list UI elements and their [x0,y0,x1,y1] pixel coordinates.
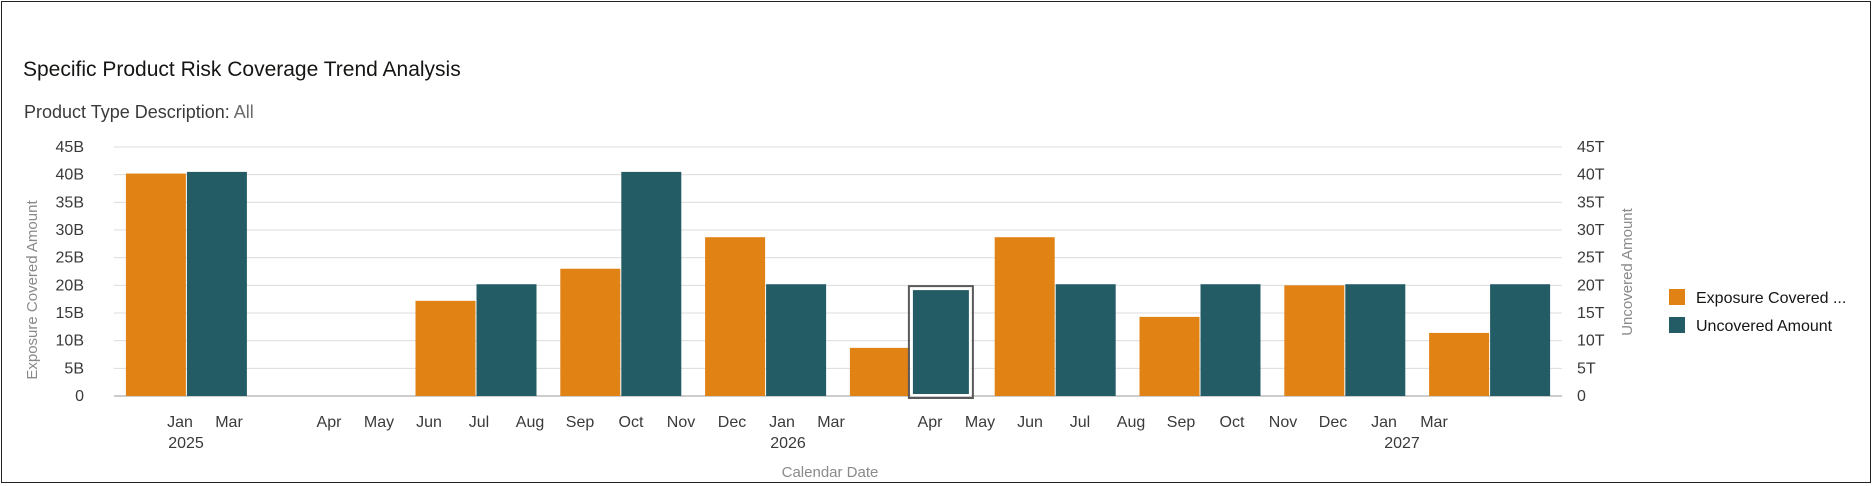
legend-swatch-uncovered [1669,317,1685,333]
y-tick-label-left: 45B [56,139,84,156]
bar-exposure-covered[interactable] [705,237,766,396]
x-tick-label-month: Apr [918,414,944,431]
y-tick-label-right: 40T [1577,167,1605,184]
legend-item-uncovered[interactable]: Uncovered Amount [1669,317,1833,335]
legend-label-uncovered: Uncovered Amount [1696,318,1833,335]
x-tick-label-month: Mar [817,414,845,431]
legend-item-exposure[interactable]: Exposure Covered ... [1669,289,1846,307]
y-axis-title-right: Uncovered Amount [1619,207,1636,335]
bar-exposure-covered[interactable] [415,300,476,396]
x-tick-label-month: Mar [215,414,243,431]
legend-swatch-exposure [1669,289,1685,305]
bar-exposure-covered[interactable] [1139,316,1200,396]
x-axis-title: Calendar Date [782,464,879,481]
x-tick-label-month: Dec [1319,414,1347,431]
filter-label: Product Type Description: [24,102,230,122]
x-tick-label-month: Aug [1117,414,1145,431]
bar-selection-outline [907,285,974,400]
x-tick-label-year: 2025 [168,435,204,452]
x-tick-label-month: May [364,414,394,431]
x-tick-label-month: Nov [1269,414,1297,431]
y-tick-label-left: 10B [56,333,84,350]
y-tick-label-left: 5B [64,360,84,377]
x-tick-label-month: Jan [167,414,193,431]
bars [125,171,1551,400]
legend-label-exposure: Exposure Covered ... [1696,290,1846,307]
bar-uncovered-amount[interactable] [1200,284,1261,396]
bar-exposure-covered[interactable] [994,237,1055,396]
filter-line: Product Type Description: All [24,102,254,123]
bar-exposure-covered[interactable] [560,268,621,396]
y-tick-label-left: 25B [56,250,84,267]
x-tick-label-month: Sep [566,414,595,431]
y-axis-left: 0 5B 10B 15B 20B 25B 30B 35B 40B 45B [56,139,85,405]
y-tick-label-right: 30T [1577,222,1605,239]
x-tick-label-month: Jul [1070,414,1090,431]
bar-exposure-covered[interactable] [1284,285,1345,396]
x-tick-label-month: Mar [1420,414,1448,431]
bar-uncovered-amount[interactable] [1345,284,1406,396]
bar-uncovered-amount[interactable] [1490,284,1551,396]
x-tick-label-month: Sep [1167,414,1196,431]
filter-value[interactable]: All [233,102,254,122]
x-tick-label-month: Jan [769,414,795,431]
x-tick-label-month: Oct [619,414,644,431]
y-tick-label-right: 20T [1577,277,1605,294]
x-tick-label-month: Nov [667,414,695,431]
x-tick-label-month: May [965,414,995,431]
y-tick-label-right: 25T [1577,250,1605,267]
x-tick-label-year: 2027 [1384,435,1420,452]
bar-uncovered-amount[interactable] [476,284,537,396]
y-tick-label-left: 20B [56,277,84,294]
y-tick-label-left: 15B [56,305,84,322]
y-tick-label-left: 0 [75,388,84,405]
chart-title: Specific Product Risk Coverage Trend Ana… [23,58,461,81]
bar-uncovered-amount[interactable] [1055,284,1116,396]
x-axis: Jan Mar Apr May Jun Jul Aug Sep Oct Nov Dec Jan Mar A… [167,414,1448,452]
legend: Exposure Covered ... Uncovered Amount [1669,289,1846,335]
x-tick-label-month: Jul [469,414,489,431]
x-tick-label-month: Apr [317,414,343,431]
y-tick-label-right: 10T [1577,333,1605,350]
grid-lines [114,146,1562,397]
bar-uncovered-amount[interactable] [621,171,682,396]
bar-uncovered-amount-selected[interactable] [910,288,971,397]
x-tick-label-month: Jun [1017,414,1043,431]
y-tick-label-right: 0 [1577,388,1586,405]
y-tick-label-right: 45T [1577,139,1605,156]
y-axis-title-left: Exposure Covered Amount [24,200,41,380]
x-tick-label-month: Dec [718,414,746,431]
x-tick-label-year: 2026 [770,435,806,452]
y-tick-label-right: 5T [1577,360,1596,377]
x-tick-label-month: Jan [1371,414,1397,431]
y-tick-label-left: 40B [56,167,84,184]
y-tick-label-left: 30B [56,222,84,239]
x-tick-label-month: Jun [416,414,442,431]
bar-uncovered-amount[interactable] [186,171,247,396]
bar-uncovered-amount[interactable] [766,284,827,396]
x-tick-label-month: Aug [516,414,544,431]
y-axis-right: 0 5T 10T 15T 20T 25T 30T 35T 40T 45T [1577,139,1605,405]
bar-exposure-covered[interactable] [849,347,910,396]
x-tick-label-month: Oct [1220,414,1245,431]
y-tick-label-right: 35T [1577,194,1605,211]
y-tick-label-left: 35B [56,194,84,211]
y-tick-label-right: 15T [1577,305,1605,322]
bar-exposure-covered[interactable] [1429,332,1490,396]
bar-exposure-covered[interactable] [125,173,186,396]
